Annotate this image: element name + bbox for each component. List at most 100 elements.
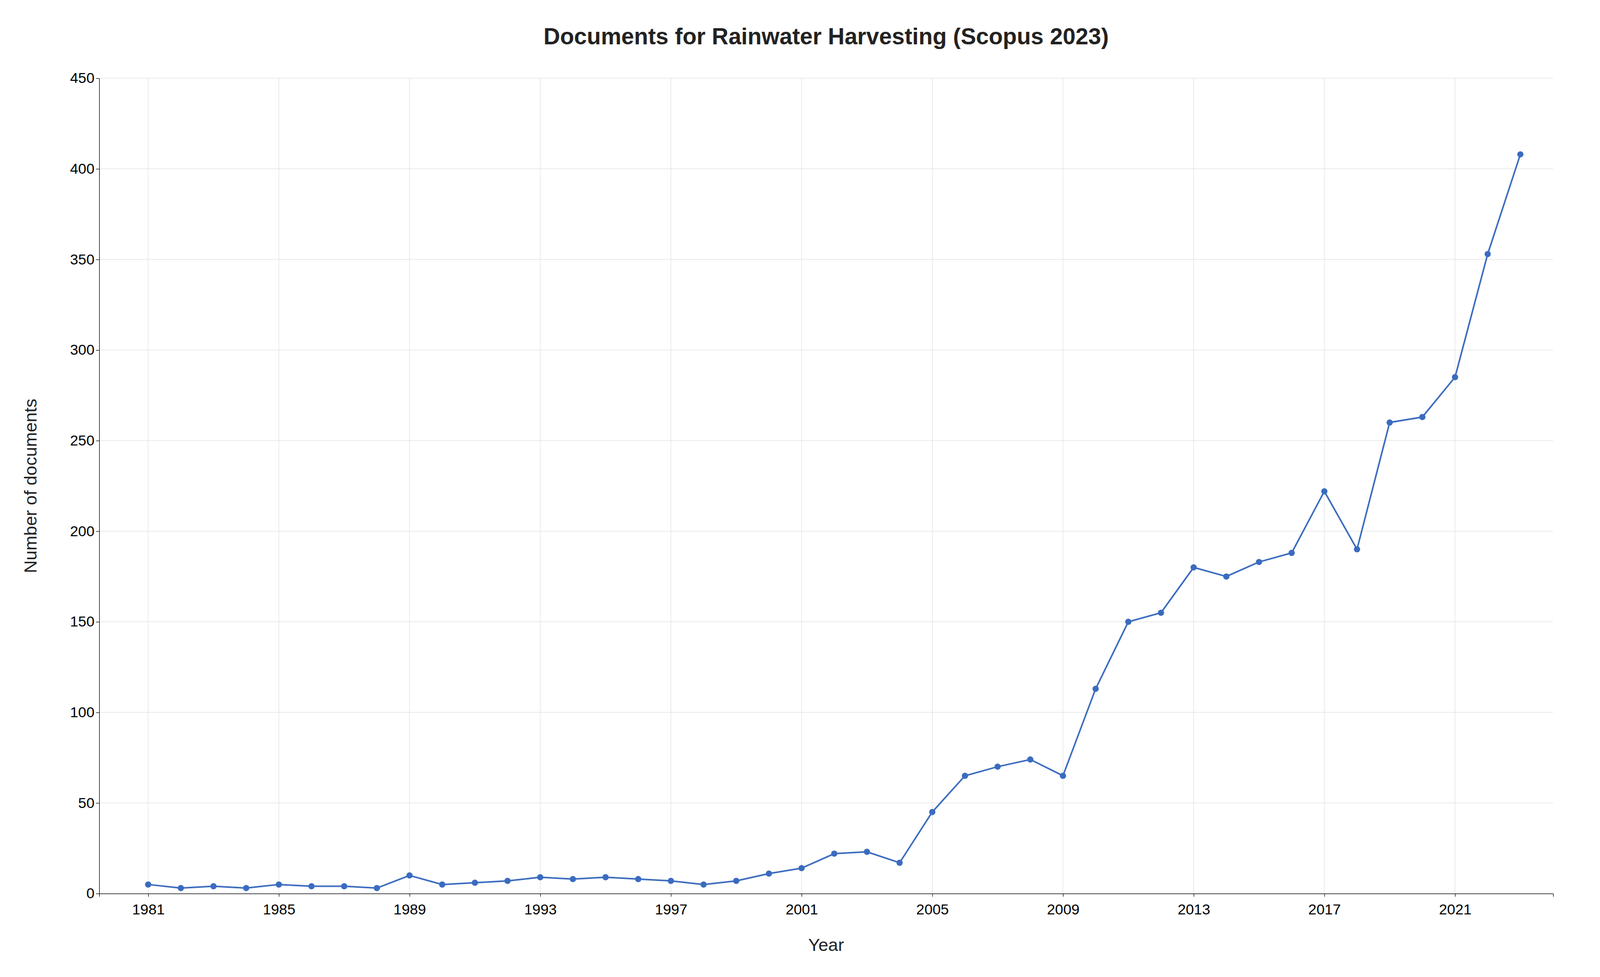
y-tick-mark — [96, 622, 100, 623]
grid-line-x — [1454, 78, 1456, 894]
x-tick-mark — [671, 893, 672, 898]
point — [1092, 686, 1100, 693]
point — [1517, 151, 1524, 158]
point — [210, 883, 217, 890]
x-tick: 2013 — [1177, 893, 1211, 918]
x-tick: 1989 — [393, 893, 426, 918]
y-tick-mark — [96, 893, 100, 895]
y-tick: 100 — [69, 704, 100, 721]
point — [1451, 374, 1459, 381]
y-tick: 0 — [86, 885, 100, 902]
x-tick-label: 2021 — [1439, 901, 1472, 918]
point — [1059, 772, 1067, 780]
x-tick-label: 1993 — [524, 901, 557, 918]
point — [602, 874, 609, 881]
x-tick-label: 2017 — [1308, 901, 1341, 918]
point — [1190, 564, 1197, 571]
grid-line-x — [1193, 78, 1194, 894]
x-tick-label: 2005 — [916, 901, 949, 918]
x-tick-mark — [540, 893, 541, 898]
y-tick-label: 250 — [69, 432, 95, 449]
plot-area — [145, 151, 1524, 892]
x-tick-label: 2009 — [1046, 901, 1080, 918]
x-tick-mark — [932, 893, 933, 898]
x-tick-mark — [1454, 893, 1456, 898]
y-tick: 300 — [69, 341, 100, 358]
point — [275, 881, 282, 889]
point — [569, 876, 577, 883]
point — [243, 885, 250, 892]
grid-line-y — [99, 259, 1554, 260]
grid-line-y — [99, 712, 1554, 713]
point — [798, 865, 805, 872]
grid-line-x — [147, 78, 149, 894]
point — [536, 874, 544, 881]
x-tick: 2005 — [916, 893, 949, 918]
y-tick-mark — [96, 712, 100, 714]
grid-line-x — [932, 78, 933, 894]
x-tick-label: 2001 — [785, 901, 818, 918]
x-tick-mark — [148, 893, 149, 898]
point — [1386, 419, 1393, 426]
y-tick-label: 400 — [69, 160, 95, 177]
x-tick: 1981 — [132, 893, 165, 918]
chart: 1981 1985 1989 1993 1997 2001 2005 2009 2013 2017… — [0, 0, 1600, 977]
y-tick: 400 — [69, 160, 100, 177]
y-tick-label: 300 — [69, 341, 95, 358]
y-tick: 350 — [69, 251, 100, 268]
y-tick-mark — [96, 169, 100, 170]
point — [1027, 756, 1034, 763]
point — [994, 763, 1001, 771]
point — [765, 870, 772, 878]
y-tick-label: 450 — [69, 69, 95, 87]
grid-line-x — [278, 78, 280, 894]
x-tick: 2001 — [785, 893, 818, 918]
y-tick-label: 100 — [69, 704, 95, 721]
y-tick: 450 — [69, 69, 100, 87]
point — [1484, 251, 1491, 258]
line — [148, 154, 1521, 889]
x-tick: 1993 — [524, 893, 557, 918]
point — [863, 849, 870, 856]
y-tick-mark — [96, 531, 100, 532]
x-tick-label: 1981 — [132, 901, 165, 918]
y-tick-mark — [96, 78, 100, 79]
x-tick: 2009 — [1046, 893, 1080, 918]
point — [928, 809, 936, 816]
x-tick-label: 1985 — [263, 901, 296, 918]
y-tick-mark — [96, 803, 100, 804]
point — [1353, 546, 1360, 553]
title: Documents for Rainwater Harvesting (Scop… — [543, 23, 1109, 50]
point — [961, 772, 969, 780]
point — [145, 881, 152, 889]
point — [177, 885, 185, 892]
y-tick: 250 — [69, 432, 100, 449]
point — [438, 881, 446, 889]
y-tick-mark — [96, 440, 100, 442]
x-tick-label: 2013 — [1177, 901, 1211, 918]
x-tick: 1985 — [263, 893, 296, 918]
x-tick: 2017 — [1308, 893, 1341, 918]
x-tick-label: 1997 — [654, 901, 688, 918]
point — [373, 885, 380, 892]
grid-line-x — [409, 78, 410, 894]
x-tick-mark — [1324, 893, 1325, 898]
y-tick-label: 150 — [69, 613, 95, 630]
y-tick-label: 350 — [69, 251, 95, 268]
y-tick-mark — [96, 350, 100, 351]
grid-line-x — [670, 78, 672, 894]
point — [504, 878, 511, 885]
x-axis: 1981 1985 1989 1993 1997 2001 2005 2009 2013 2017… — [99, 893, 1554, 918]
grid-line-y — [99, 168, 1554, 170]
point — [308, 883, 315, 890]
point — [733, 878, 740, 885]
x-tick-mark — [1063, 893, 1064, 898]
y-tick: 200 — [69, 523, 100, 540]
y-tick-label: 50 — [78, 795, 95, 812]
point — [831, 851, 838, 858]
point — [406, 872, 413, 879]
grid-line-y — [99, 531, 1554, 532]
point — [1157, 610, 1165, 617]
point — [341, 883, 348, 890]
point — [1419, 414, 1426, 421]
